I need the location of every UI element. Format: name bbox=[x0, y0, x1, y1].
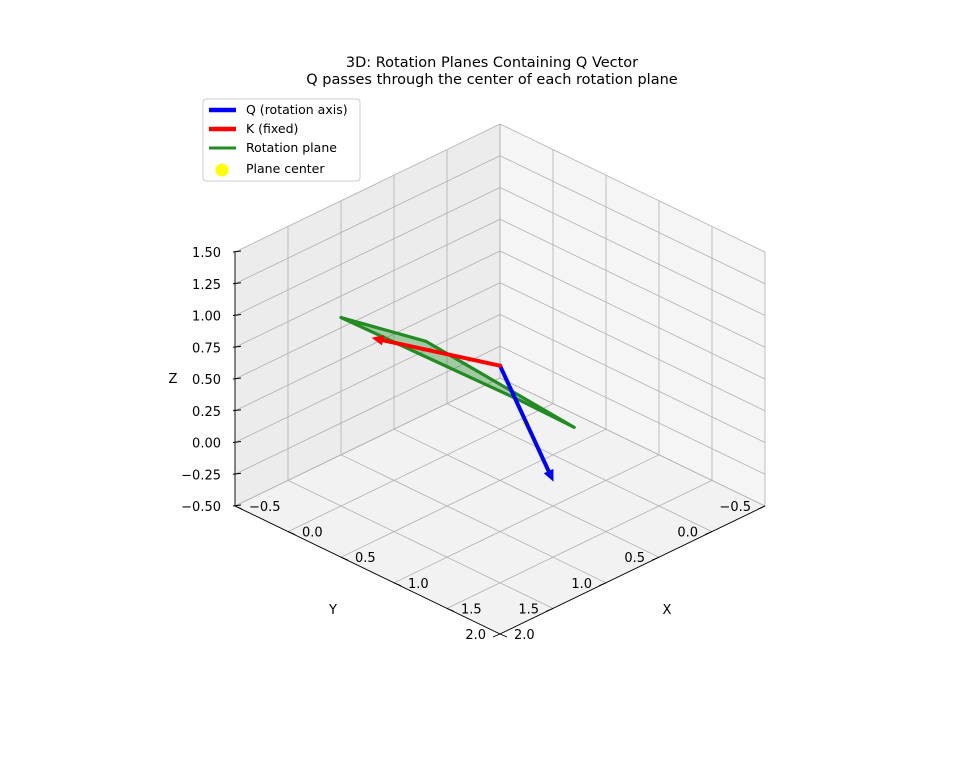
grid-line bbox=[287, 480, 554, 609]
x-tick bbox=[499, 633, 508, 638]
legend-label-q: Q (rotation axis) bbox=[246, 102, 348, 117]
legend-label-plane: Rotation plane bbox=[246, 140, 337, 155]
grid-line bbox=[234, 314, 501, 443]
y-tick-label: 0.5 bbox=[624, 551, 645, 566]
x-tick-label: 0.0 bbox=[302, 526, 323, 541]
legend-label-center: Plane center bbox=[246, 161, 325, 176]
grid-line bbox=[499, 218, 766, 348]
z-tick-label: 1.25 bbox=[192, 278, 221, 293]
legend-swatch-center bbox=[215, 163, 229, 177]
y-tick bbox=[704, 531, 713, 536]
y-axis-line bbox=[499, 505, 766, 635]
x-tick-label: 2.0 bbox=[514, 628, 535, 643]
z-tick-label: 0.25 bbox=[192, 405, 221, 420]
legend-frame bbox=[202, 98, 361, 182]
z-tick-label: 1.00 bbox=[192, 310, 221, 325]
z-tick bbox=[232, 472, 242, 475]
grid-line bbox=[499, 377, 766, 507]
z-tick bbox=[232, 377, 242, 380]
x-tick-label: 0.5 bbox=[355, 551, 376, 566]
grid-line bbox=[234, 377, 501, 507]
x-axis-label: X bbox=[663, 603, 672, 618]
grid-line bbox=[234, 282, 501, 412]
y-tick bbox=[598, 582, 607, 587]
y-tick bbox=[651, 556, 660, 561]
z-axis-label: Z bbox=[169, 372, 178, 387]
grid-line bbox=[446, 480, 713, 609]
grid-line bbox=[499, 314, 766, 443]
grid-line bbox=[499, 123, 766, 253]
z-tick-label: 0.50 bbox=[192, 373, 221, 388]
y-tick bbox=[545, 607, 554, 612]
z-tick bbox=[232, 250, 242, 253]
chart-title: 3D: Rotation Planes Containing Q Vector bbox=[346, 55, 638, 71]
y-axis-label: Y bbox=[328, 603, 337, 618]
z-tick-label: −0.50 bbox=[181, 500, 221, 515]
x-tick-label: 1.5 bbox=[461, 602, 482, 617]
z-tick bbox=[232, 345, 242, 348]
x-tick bbox=[393, 582, 402, 587]
z-tick-label: −0.25 bbox=[181, 468, 221, 483]
k-vector-shaft bbox=[380, 338, 502, 368]
x-tick bbox=[340, 556, 349, 561]
y-tick-label: 1.0 bbox=[571, 577, 592, 592]
x-tick-label: −0.5 bbox=[249, 500, 281, 515]
x-tick bbox=[234, 505, 243, 510]
grid-line bbox=[340, 428, 607, 558]
rotation-plane bbox=[339, 315, 576, 429]
grid-line bbox=[499, 187, 766, 316]
tick-labels: −0.50 −0.25 0.00 0.25 0.50 0.75 1.00 1.25 1.50 −0… bbox=[181, 246, 751, 643]
grid-line bbox=[499, 155, 766, 285]
legend: Q (rotation axis) K (fixed) Rotation pla… bbox=[202, 98, 361, 182]
x-tick bbox=[446, 607, 455, 612]
k-vector-head bbox=[371, 335, 385, 346]
chart-marks bbox=[339, 315, 576, 482]
x-tick-label: 1.0 bbox=[408, 577, 429, 592]
z-tick-label: 1.50 bbox=[192, 246, 221, 261]
z-tick bbox=[232, 282, 242, 285]
grid-line bbox=[446, 403, 713, 532]
x-tick bbox=[287, 531, 296, 536]
grid-line bbox=[234, 123, 501, 253]
q-vector-head bbox=[543, 468, 554, 482]
z-tick bbox=[232, 314, 242, 316]
y-tick bbox=[757, 505, 766, 510]
grid-line bbox=[340, 454, 607, 584]
z-tick bbox=[232, 504, 242, 507]
y-tick-label: 1.5 bbox=[518, 602, 539, 617]
y-tick-label: 0.0 bbox=[677, 526, 698, 541]
grid-line bbox=[234, 187, 501, 316]
grid-line bbox=[234, 345, 501, 475]
chart-subtitle: Q passes through the center of each rota… bbox=[306, 72, 677, 88]
grid-line bbox=[287, 403, 554, 532]
y-tick-label: 2.0 bbox=[465, 628, 486, 643]
grid-line bbox=[499, 345, 766, 475]
q-vector-shaft bbox=[498, 363, 551, 474]
y-tick bbox=[492, 633, 501, 638]
x-axis-line bbox=[234, 505, 501, 635]
grid-line bbox=[234, 218, 501, 348]
y-tick-label: −0.5 bbox=[719, 500, 751, 515]
grid-line bbox=[393, 428, 660, 558]
z-tick bbox=[232, 409, 242, 412]
z-tick-label: 0.75 bbox=[192, 341, 221, 356]
grid-line bbox=[234, 250, 501, 380]
grid-line bbox=[499, 282, 766, 412]
legend-label-k: K (fixed) bbox=[246, 121, 298, 136]
axis-lines bbox=[232, 250, 766, 638]
z-tick bbox=[232, 441, 242, 443]
grid-line bbox=[499, 250, 766, 380]
z-tick-label: 0.00 bbox=[192, 437, 221, 452]
grid-line bbox=[393, 454, 660, 584]
grid-line bbox=[234, 155, 501, 285]
